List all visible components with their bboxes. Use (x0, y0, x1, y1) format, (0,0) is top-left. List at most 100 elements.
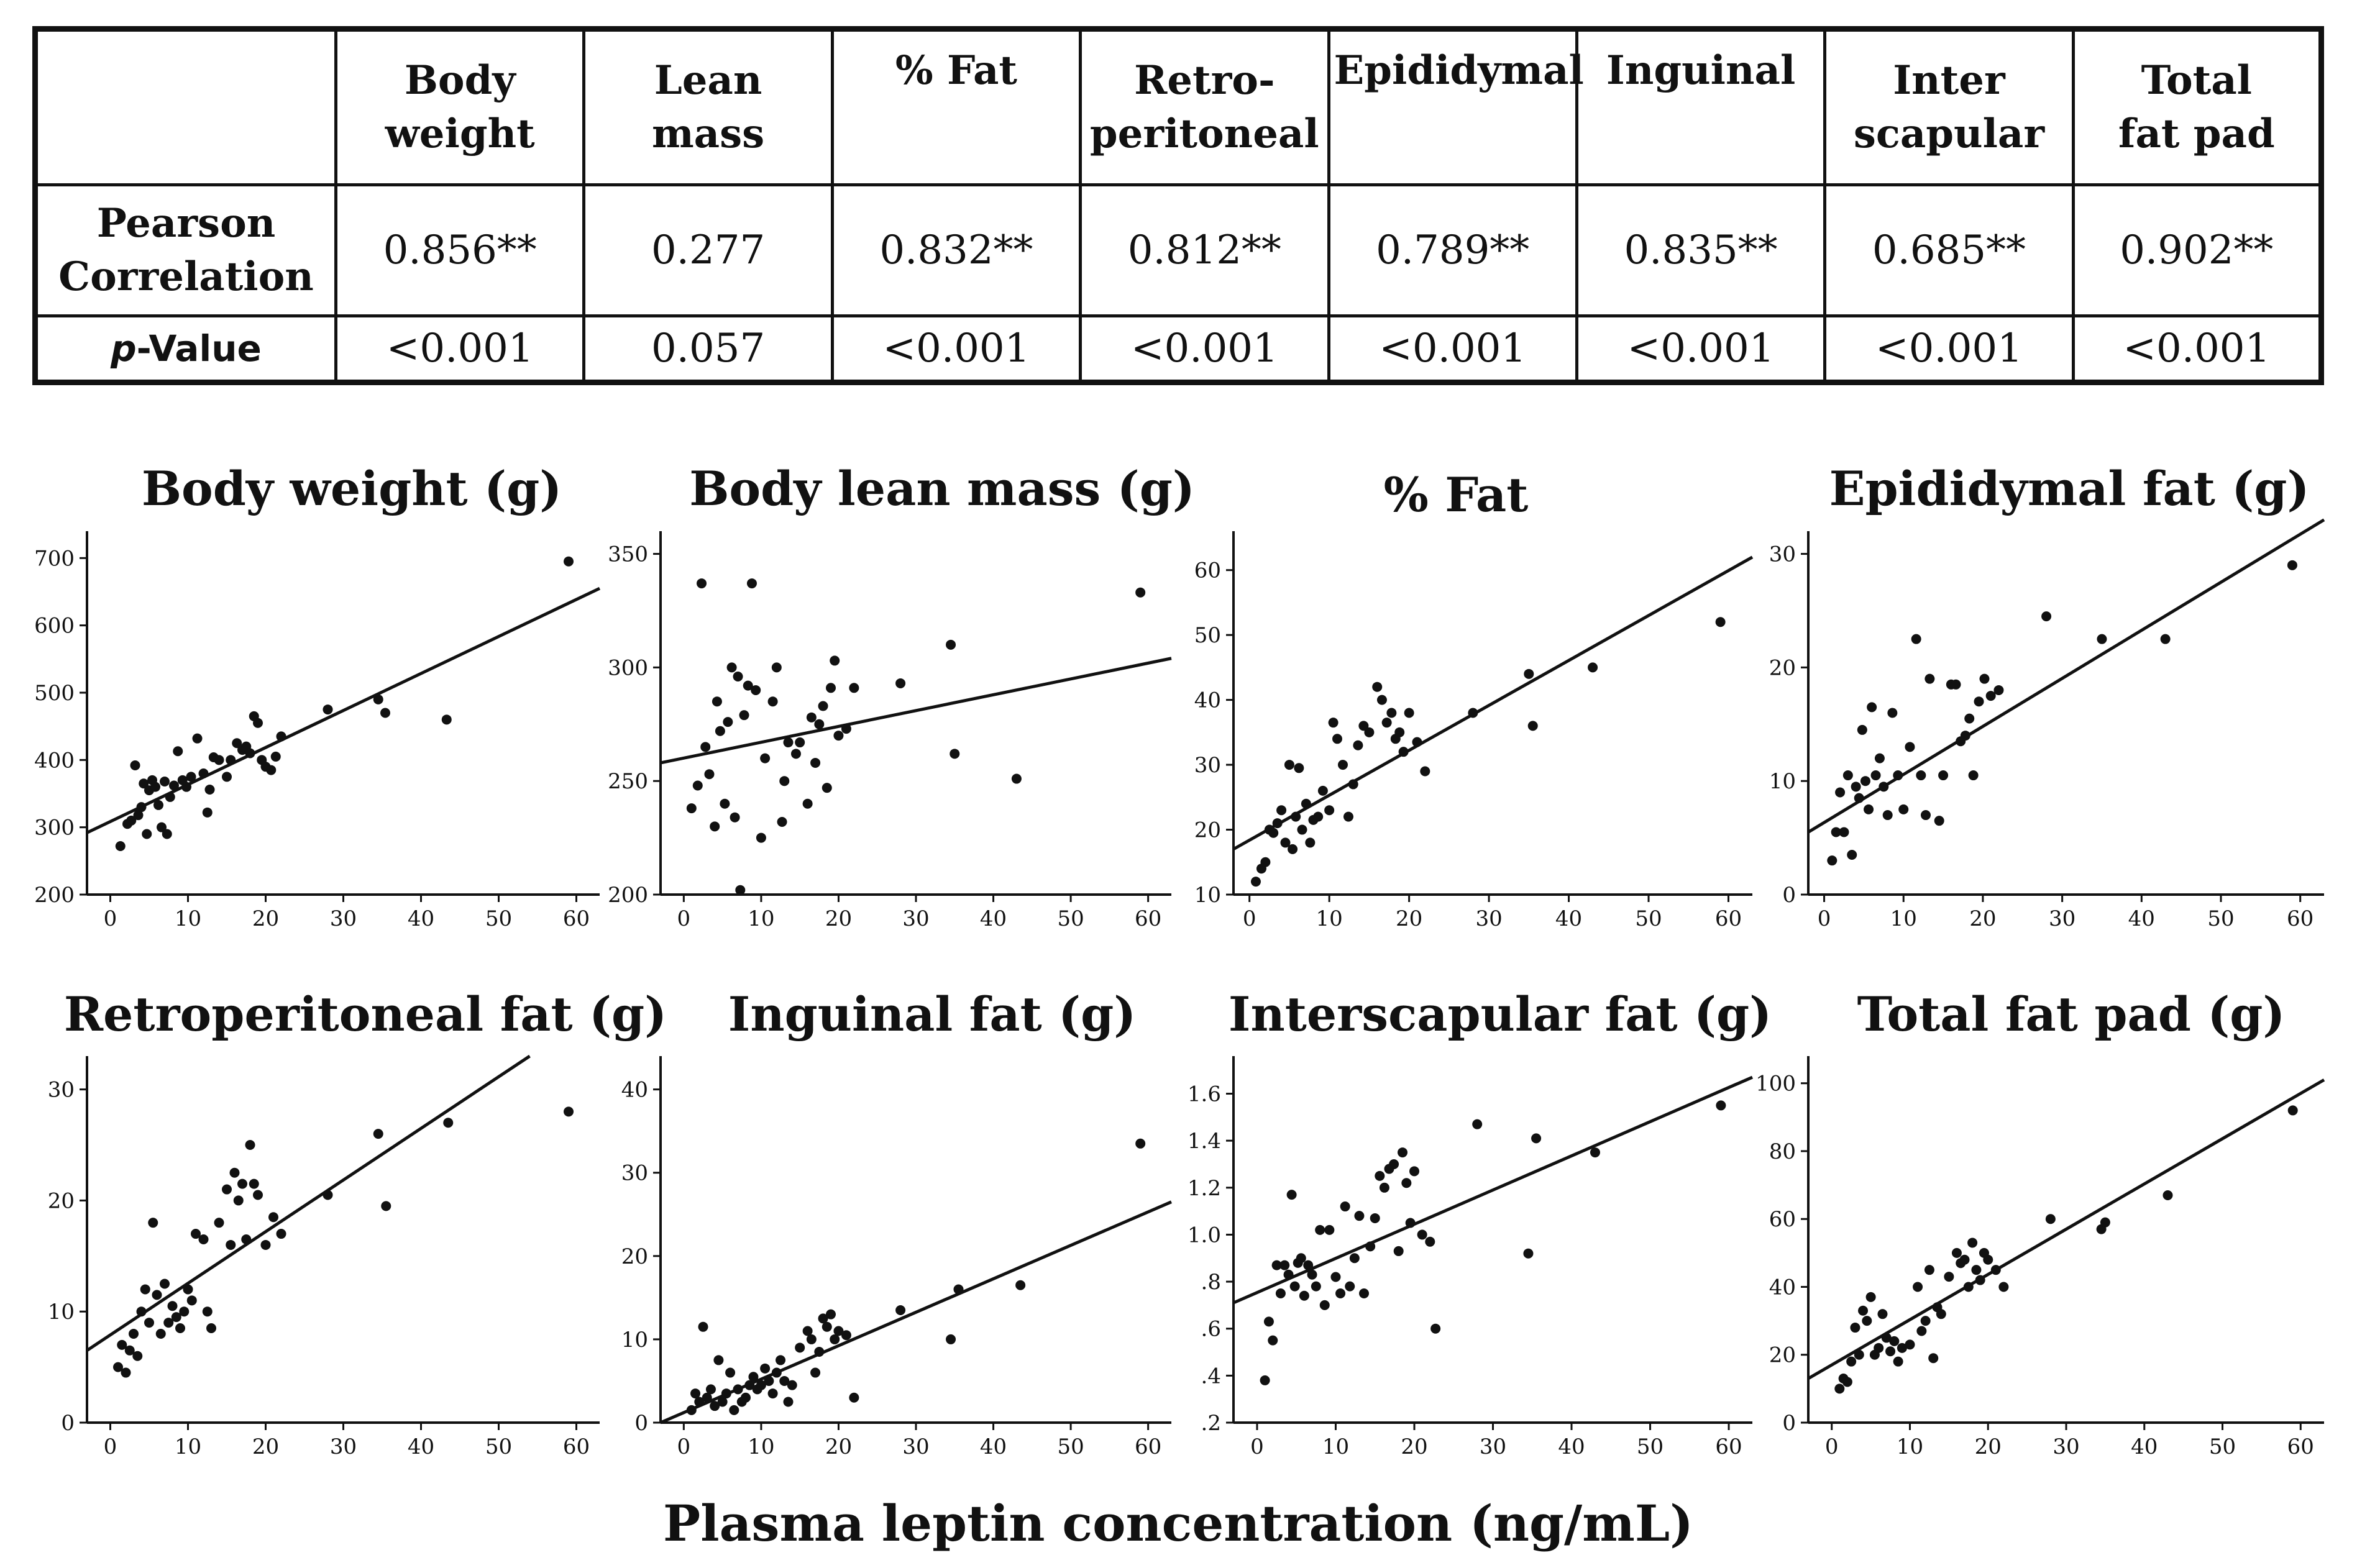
shared-x-axis-label: Plasma leptin concentration (ng/mL) (663, 1494, 1693, 1552)
x-tick-label: 20 (1969, 906, 1996, 931)
data-point (790, 749, 801, 759)
data-point (380, 708, 390, 718)
x-tick-label: 30 (2053, 1434, 2079, 1459)
data-point (946, 1334, 956, 1344)
data-point (771, 1367, 782, 1378)
x-tick-label: 50 (1637, 1434, 1664, 1459)
data-point (833, 1326, 844, 1336)
data-point (214, 755, 224, 765)
regression-line (1807, 518, 2325, 834)
data-point (1990, 1265, 2001, 1275)
data-point (139, 778, 149, 789)
data-point (1353, 740, 1363, 750)
y-tick-label: 600 (34, 614, 75, 639)
data-point (1893, 770, 1903, 781)
y-tick-label: 300 (34, 816, 75, 841)
data-point (1854, 1349, 1864, 1360)
data-point (2041, 611, 2052, 622)
data-point (1920, 1316, 1931, 1326)
y-tick-label: 60 (1194, 558, 1221, 583)
data-point (810, 1367, 821, 1378)
data-point (692, 780, 703, 791)
pearson-label-cell: Pearson Correlation (34, 183, 337, 317)
data-point (323, 1190, 333, 1200)
data-point (767, 696, 778, 707)
data-point (1963, 1282, 1974, 1292)
data-point (1280, 837, 1291, 848)
data-point (1291, 811, 1301, 822)
data-point (1827, 855, 1838, 866)
data-point (1959, 1254, 1970, 1265)
data-point (730, 812, 740, 823)
data-point (777, 817, 787, 827)
data-point (783, 1397, 794, 1407)
data-point (1358, 721, 1369, 731)
data-point (1985, 691, 1996, 701)
y-tick-label: .4 (1201, 1364, 1221, 1388)
data-point (783, 737, 794, 748)
data-point (720, 798, 730, 809)
data-point (206, 1323, 216, 1334)
data-point (155, 1328, 166, 1339)
data-point (849, 683, 859, 693)
data-point (826, 683, 836, 693)
data-point (1998, 1282, 2009, 1292)
y-tick-label: 30 (621, 1161, 648, 1186)
panel-title-inguinal-fat: Inguinal fat (g) (728, 987, 1137, 1042)
x-tick-label: 60 (1715, 1434, 1742, 1459)
data-point (1276, 805, 1287, 816)
data-point (1842, 770, 1853, 781)
scatter-panel-2: 0 10 20 30 40 50 60 10 20 30 40 50 60 (1194, 531, 1754, 931)
x-tick-label: 10 (1316, 906, 1343, 931)
data-point (1971, 1265, 1982, 1275)
x-tick-label: 60 (1135, 1434, 1161, 1459)
data-point (150, 782, 160, 792)
y-tick-label: 350 (608, 542, 648, 567)
x-tick-label: 50 (1057, 1434, 1084, 1459)
data-point (1834, 1383, 1845, 1394)
pearson-value-cell: 0.789** (1327, 183, 1578, 317)
data-point (1289, 1281, 1300, 1292)
data-point (1874, 753, 1885, 763)
data-point (245, 1140, 255, 1151)
data-point (776, 1355, 786, 1365)
data-point (1889, 1336, 1900, 1346)
data-point (157, 822, 167, 832)
data-point (712, 696, 722, 707)
data-point (946, 639, 956, 650)
data-point (1345, 1281, 1355, 1292)
data-point (2160, 634, 2171, 644)
x-tick-label: 60 (1715, 906, 1742, 931)
data-point (1928, 1353, 1939, 1364)
pvalue-label-cell: p-Value (34, 314, 337, 384)
data-point (704, 769, 715, 780)
data-point (132, 1351, 143, 1361)
data-point (717, 1397, 728, 1407)
data-point (1842, 1377, 1852, 1387)
pvalue-cell: <0.001 (1327, 314, 1578, 384)
x-tick-label: 50 (2207, 906, 2234, 931)
y-tick-label: 100 (1755, 1072, 1796, 1096)
y-tick-label: 0 (1782, 1411, 1796, 1436)
data-point (1405, 1218, 1416, 1228)
data-point (226, 1239, 236, 1250)
data-point (1404, 708, 1414, 718)
panel-title-body-weight: Body weight (g) (141, 461, 562, 516)
data-point (760, 1363, 771, 1374)
data-point (1860, 776, 1870, 786)
data-point (1916, 1326, 1927, 1336)
data-point (381, 1201, 391, 1211)
data-point (169, 780, 179, 791)
regression-line (86, 586, 601, 834)
y-tick-label: .2 (1201, 1411, 1221, 1436)
data-point (121, 1367, 131, 1378)
header-cell: Retro-peritoneal (1079, 27, 1330, 186)
data-point (690, 1388, 701, 1399)
data-point (710, 1401, 720, 1411)
data-point (1283, 1269, 1294, 1280)
data-point (1324, 805, 1335, 816)
data-point (1846, 1356, 1857, 1367)
data-point (1260, 857, 1271, 867)
header-cell: Inguinal (1575, 27, 1827, 186)
